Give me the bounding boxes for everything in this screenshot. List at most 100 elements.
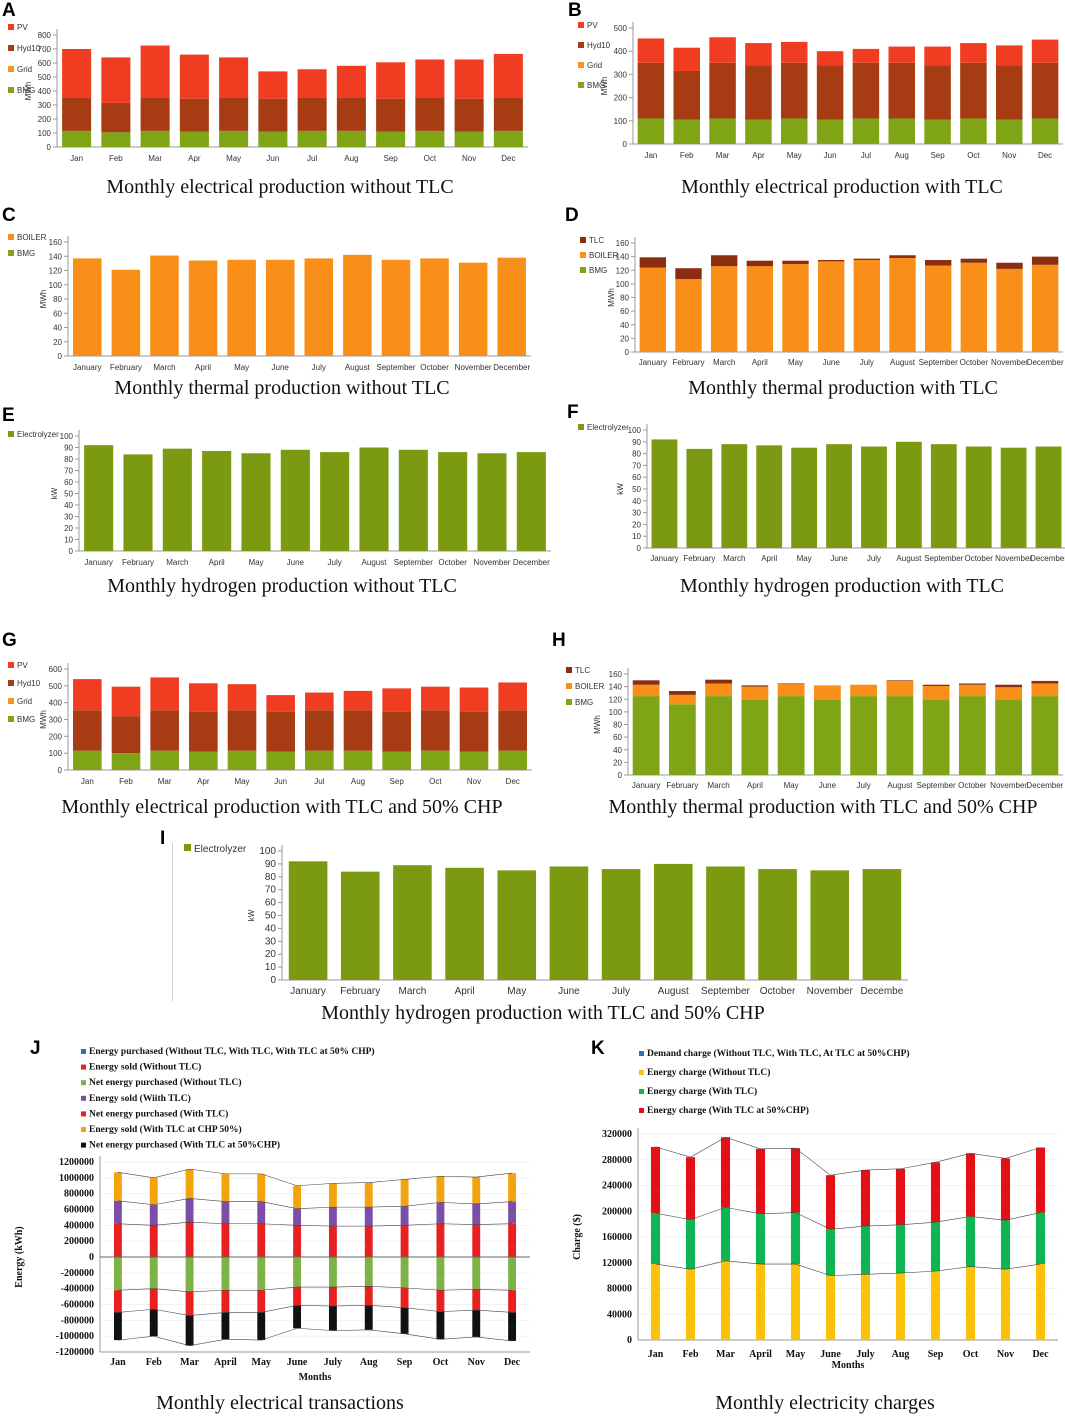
bar-segment [960,262,988,352]
bar-segment [189,751,218,770]
x-axis-label: Months [832,1360,865,1371]
bar-segment [304,258,334,356]
x-tick-label: October [438,558,467,567]
bar-segment [73,679,102,711]
panel-letter: J [30,1038,41,1059]
x-tick-label: December [1027,358,1064,367]
legend-swatch [578,424,584,430]
bar-segment [297,130,327,147]
bar-segment [73,750,102,770]
chart-caption: Monthly thermal production with TLC [688,377,998,399]
bar-segment [709,37,736,63]
bar-segment [1031,696,1059,775]
bar-segment [415,59,445,98]
bar-segment [150,710,179,751]
bar-segment [995,119,1023,144]
bar-segment [400,1225,409,1257]
y-tick-label: 600 [49,665,63,674]
y-tick-label: 160000 [602,1232,632,1243]
bar-segment [343,254,372,356]
bar-segment [420,258,449,356]
bar-segment [101,132,131,147]
y-tick-label: 10 [64,536,73,545]
legend-swatch [639,1089,644,1094]
bar-segment [850,696,878,775]
chart-caption: Monthly hydrogen production with TLC and… [321,1002,765,1024]
x-tick-label: Dec [1038,151,1052,160]
bar-segment [817,260,845,262]
bar-segment [257,1201,266,1224]
series-outline [655,1260,1041,1276]
bar-segment [219,130,249,147]
y-tick-label: 160 [49,238,63,247]
x-tick-label: July [328,558,342,567]
bar-segment [755,1264,766,1340]
bar-segment [508,1257,517,1291]
bar-segment [415,97,445,131]
bar-segment [705,696,733,775]
bar-segment [758,869,797,980]
bar-segment [179,54,209,99]
x-tick-label: July [860,358,874,367]
bar-segment [438,452,468,551]
bar-segment [84,445,114,551]
bar-segment [266,751,295,770]
bar-segment [257,1290,266,1313]
y-tick-label: 30 [64,513,73,522]
y-tick-label: 100 [628,426,642,435]
y-tick-label: 160 [609,670,623,679]
y-tick-label: 140 [49,252,63,261]
y-tick-label: 60 [632,473,641,482]
bar-segment [415,130,445,147]
y-tick-label: 80 [265,872,277,883]
legend-swatch [81,1064,86,1070]
bar-segment [1000,447,1027,548]
bar-segment [924,119,951,144]
y-axis-label: MWh [39,290,48,309]
y-tick-label: 700 [38,45,52,54]
bar-segment [219,57,249,98]
legend-label: TLC [575,666,590,675]
x-tick-label: November [455,363,492,372]
bar-segment [709,118,736,144]
bar-segment [493,130,523,147]
x-tick-label: July [867,554,881,563]
chart-caption: Monthly electrical production with TLC a… [61,796,503,818]
y-axis-label: MWh [593,715,602,734]
bar-segment [508,1223,517,1257]
x-tick-label: Oct [424,154,437,163]
bar-segment [860,1170,871,1227]
bar-segment [293,1305,302,1329]
bar-segment [149,1309,158,1337]
x-tick-label: June [830,554,848,563]
x-tick-label: September [394,558,433,567]
legend-swatch [8,680,14,686]
y-tick-label: 60 [53,309,62,318]
x-tick-label: March [166,558,188,567]
bar-segment [650,1264,661,1340]
bar-segment [650,1213,661,1265]
x-tick-label: May [786,1349,805,1360]
bar-segment [343,710,373,751]
bar-segment [889,255,916,258]
bar-segment [113,1200,122,1224]
bar-segment [1031,683,1059,697]
bar-segment [1031,256,1059,265]
y-tick-label: 20 [64,524,73,533]
y-tick-label: 100 [616,280,630,289]
bar-segment [493,53,523,98]
y-tick-label: 80 [64,455,73,464]
bar-segment [853,258,881,261]
chart-caption: Monthly electrical production with TLC [681,176,1003,198]
bar-segment [454,131,484,147]
bar-segment [328,1226,337,1257]
bar-segment [472,1177,481,1204]
y-tick-label: 320000 [602,1129,632,1140]
series-outline [117,1168,513,1187]
bar-segment [73,258,102,356]
legend-swatch [578,62,584,68]
bar-segment [280,449,310,551]
bar-segment [149,1177,158,1205]
x-tick-label: Sep [390,777,405,786]
bar-segment [113,1290,122,1313]
